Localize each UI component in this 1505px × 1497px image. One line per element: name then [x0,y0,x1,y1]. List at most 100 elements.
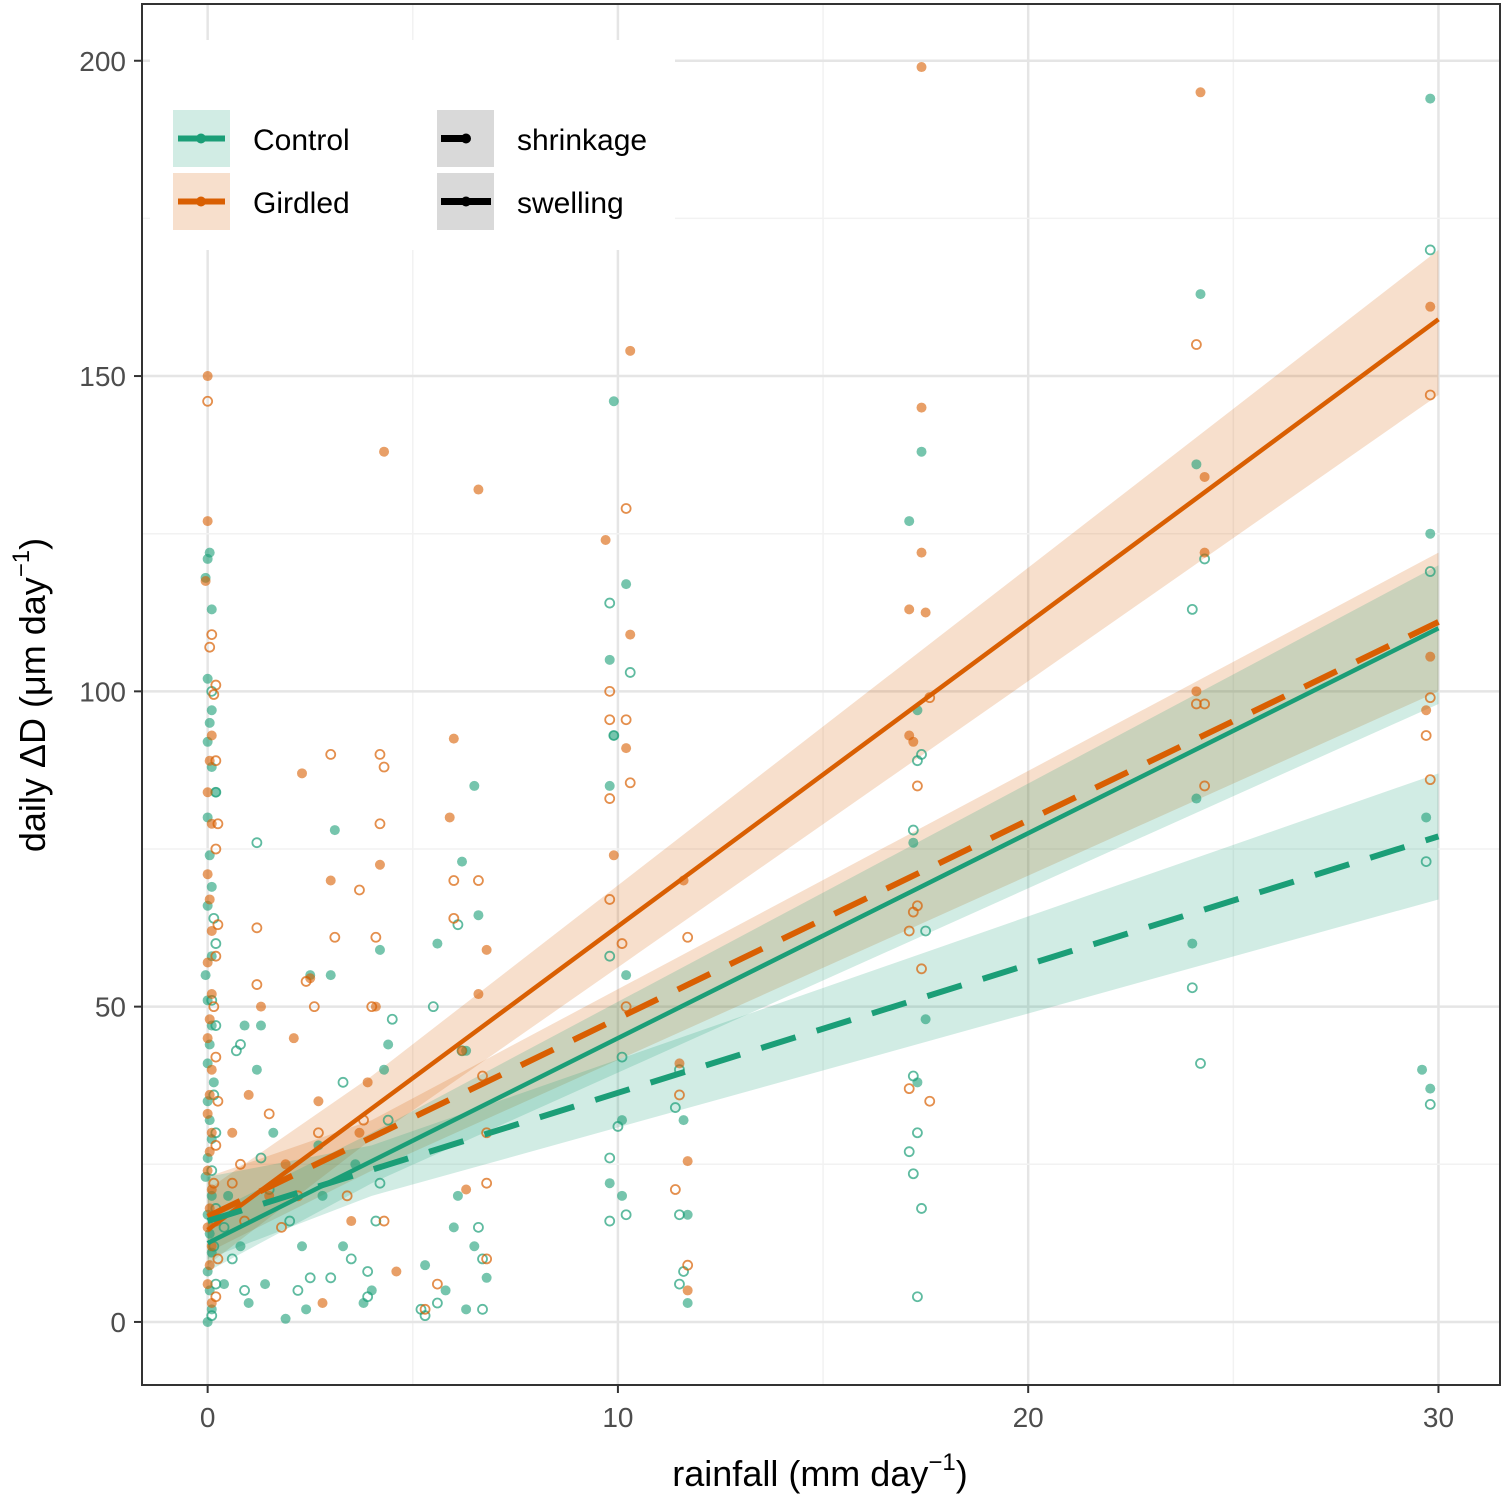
point-girdled-filled [682,1285,693,1296]
point-girdled-open [924,1095,936,1107]
point-girdled-filled [202,1033,213,1044]
point-girdled-open [682,1259,694,1271]
point-control-open [920,925,932,937]
point-girdled-filled [354,1127,365,1138]
point-control-open [616,1051,628,1063]
point-girdled-open [682,931,694,943]
point-girdled-open [212,919,224,931]
point-girdled-open [308,1001,320,1013]
point-girdled-open [604,714,616,726]
point-girdled-filled [206,730,217,741]
point-girdled-filled [481,944,492,955]
point-control-open [1424,1098,1436,1110]
point-control-filled [617,1190,628,1201]
point-girdled-filled [1199,471,1210,482]
point-girdled-filled [920,607,931,618]
point-girdled-open [907,906,919,918]
point-girdled-open [669,1184,681,1195]
point-girdled-open [366,1001,378,1013]
point-girdled-filled [1191,686,1202,697]
point-girdled-open [481,1177,493,1189]
point-control-open [362,1291,374,1303]
point-control-filled [200,970,211,981]
point-girdled-open [341,1190,353,1202]
point-control-filled [604,654,615,665]
legend-label-control: Control [253,124,350,157]
point-control-filled [280,1313,291,1324]
point-girdled-filled [1425,301,1436,312]
point-girdled-filled [206,1127,217,1138]
point-control-filled [621,970,632,981]
point-girdled-open [313,1127,324,1139]
point-girdled-open [903,925,915,937]
point-control-open [362,1266,374,1277]
point-control-filled [317,1190,328,1201]
point-girdled-open [1424,774,1436,786]
point-control-filled [379,1064,390,1075]
point-control-filled [448,1222,459,1233]
point-girdled-filled [346,1216,357,1227]
point-girdled-filled [200,575,211,586]
point-control-filled [202,553,213,564]
point-girdled-open [208,689,220,700]
point-control-filled [1425,528,1436,539]
point-girdled-open [374,749,386,760]
point-girdled-open [1424,692,1436,704]
point-control-filled [908,837,919,848]
point-control-open [612,1121,624,1132]
y-tick-label: 100 [79,676,126,707]
point-girdled-open [903,1083,915,1095]
point-girdled-filled [204,1089,215,1100]
point-control-filled [1417,1064,1428,1075]
point-girdled-filled [916,62,927,73]
point-control-filled [904,516,915,527]
point-control-filled [206,705,217,716]
legend-label-swelling: swelling [517,187,624,220]
point-girdled-open [1190,698,1202,710]
point-girdled-open [419,1303,431,1315]
point-control-open [1424,566,1436,577]
point-control-filled [374,944,385,955]
point-girdled-open [354,884,365,896]
point-girdled-open [431,1278,443,1290]
point-control-filled [461,1304,472,1315]
point-girdled-open [226,1177,238,1189]
point-girdled-open [448,875,460,886]
x-tick-label: 30 [1423,1402,1454,1433]
point-girdled-open [1424,389,1436,401]
point-control-open [907,1070,919,1082]
point-control-open [473,1221,484,1233]
point-control-open [239,1285,250,1296]
point-girdled-open [378,761,390,773]
point-girdled-filled [1195,87,1206,98]
point-girdled-open [481,1253,493,1265]
point-girdled-filled [1199,547,1210,558]
point-girdled-filled [391,1266,402,1277]
point-girdled-filled [908,736,919,747]
point-girdled-filled [297,768,308,779]
point-control-open [1420,856,1432,868]
point-girdled-open [1420,730,1432,741]
point-control-filled [338,1241,349,1252]
point-girdled-filled [206,1064,217,1075]
point-control-filled [219,1279,230,1290]
point-control-open [912,1291,923,1303]
point-girdled-open [616,938,628,949]
point-girdled-filled [206,989,217,1000]
point-girdled-filled [202,371,213,382]
point-control-filled [469,780,480,791]
point-control-open [604,1215,616,1227]
fit-line-girdled-swelling [206,317,1440,1232]
point-control-filled [223,1190,234,1201]
point-control-open [210,1020,222,1031]
ribbon-control-swelling [207,565,1439,1272]
point-girdled-filled [204,1014,215,1025]
point-girdled-filled [374,859,385,870]
fit-line-control-shrinkage [206,833,1440,1224]
point-control-open [292,1285,304,1296]
point-control-filled [329,825,340,836]
point-girdled-filled [202,1279,213,1290]
point-girdled-filled [204,1203,215,1214]
point-control-filled [268,1127,279,1138]
point-control-filled [469,1241,480,1252]
